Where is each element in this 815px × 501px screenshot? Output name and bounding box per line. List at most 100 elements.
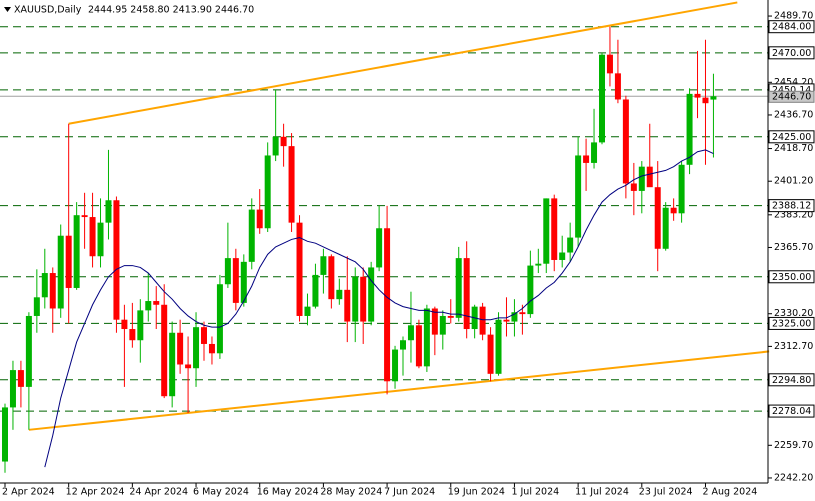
menu-icon [4, 7, 11, 12]
y-tick-label: 2489.70 [774, 11, 813, 22]
candle-body [137, 310, 144, 341]
candle-body [280, 136, 287, 147]
candle-body [49, 273, 56, 309]
candle-body [65, 235, 72, 288]
level-box [768, 373, 815, 387]
level-label: 2350.00 [772, 272, 811, 283]
candle-body [232, 258, 239, 303]
candle-body [240, 261, 247, 303]
level-label: 2425.00 [772, 132, 811, 143]
chart-title: XAUUSD,Daily [14, 5, 82, 16]
candle-body [41, 273, 48, 298]
candle-body [583, 155, 590, 163]
candle-body [105, 200, 112, 223]
candle-body [447, 315, 454, 318]
candle-body [177, 332, 184, 365]
candle-body [654, 187, 661, 249]
candle-body [415, 325, 422, 367]
x-tick-label: 23 Jul 2024 [639, 487, 693, 498]
candle-body [686, 93, 693, 165]
candle-body [599, 54, 605, 143]
candle-body [320, 256, 327, 275]
y-tick-label: 2383.20 [774, 209, 813, 220]
x-tick-label: 12 Apr 2024 [66, 487, 125, 498]
level-label: 2450.14 [772, 85, 811, 96]
level-label: 2325.00 [772, 318, 811, 329]
candle-body [479, 306, 486, 335]
candle-body [201, 327, 207, 344]
candle-body [264, 155, 271, 229]
level-box [768, 46, 815, 60]
candle-body [153, 301, 160, 305]
candle-body [519, 312, 526, 315]
level-box [768, 130, 815, 144]
x-tick-label: 7 Jun 2024 [384, 487, 435, 498]
candle-body [161, 304, 168, 397]
candle-body [614, 73, 621, 100]
candle-body [423, 308, 430, 367]
candle-body [591, 142, 598, 163]
trendline [68, 1, 738, 125]
candle-body [2, 407, 8, 462]
y-tick-label: 2436.70 [774, 109, 813, 120]
candle-body [312, 274, 319, 307]
candle-body [17, 370, 24, 387]
candle-body [392, 349, 399, 382]
y-tick-label: 2454.20 [774, 77, 813, 88]
current-price-label: 2446.70 [772, 91, 811, 102]
candle-body [622, 99, 629, 184]
level-label: 2294.80 [772, 375, 811, 386]
level-box [768, 199, 815, 213]
level-label: 2470.00 [772, 48, 811, 59]
candle-body [57, 235, 64, 309]
x-tick-label: 19 Jun 2024 [448, 487, 505, 498]
candle-body [662, 207, 669, 249]
candle-body [304, 306, 311, 316]
candle-body [710, 96, 717, 100]
candle-body [487, 334, 494, 374]
y-tick-label: 2401.20 [774, 176, 813, 187]
candle-body [384, 228, 391, 382]
candle-body [169, 332, 176, 397]
moving-average [44, 149, 714, 468]
y-tick-label: 2330.20 [774, 308, 813, 319]
y-tick-label: 2242.20 [774, 472, 813, 483]
y-tick-label: 2418.70 [774, 143, 813, 154]
candle-body [606, 54, 613, 74]
candle-body [431, 308, 438, 335]
candle-body [702, 97, 709, 104]
candle-body [527, 265, 534, 315]
candle-body [551, 198, 558, 260]
candle-body [89, 217, 96, 257]
candle-body [439, 315, 446, 335]
x-tick-label: 2 Apr 2024 [2, 487, 55, 498]
level-box [768, 316, 815, 330]
x-tick-label: 2 Aug 2024 [702, 487, 757, 498]
candle-body [368, 267, 375, 322]
candle-body [81, 215, 88, 218]
candle-body [25, 315, 32, 387]
candle-body [559, 252, 566, 260]
candle-body [455, 258, 462, 318]
x-tick-label: 28 May 2024 [320, 487, 382, 498]
level-box [768, 20, 815, 34]
candle-body [638, 166, 645, 191]
candle-body [208, 343, 215, 354]
candle-body [336, 289, 343, 300]
candle-body [535, 263, 542, 266]
candle-body [193, 327, 200, 369]
candle-body [296, 222, 303, 316]
candle-body [121, 319, 128, 330]
candle-body [256, 209, 263, 229]
candle-body [567, 237, 574, 253]
candle-body [33, 297, 40, 316]
x-tick-label: 24 Apr 2024 [129, 487, 188, 498]
candle-body [224, 258, 231, 285]
level-label: 2388.12 [772, 201, 811, 212]
candle-body [543, 198, 550, 264]
level-label: 2278.04 [772, 406, 811, 417]
plot-area [0, 1, 770, 473]
candle-body [463, 258, 470, 330]
